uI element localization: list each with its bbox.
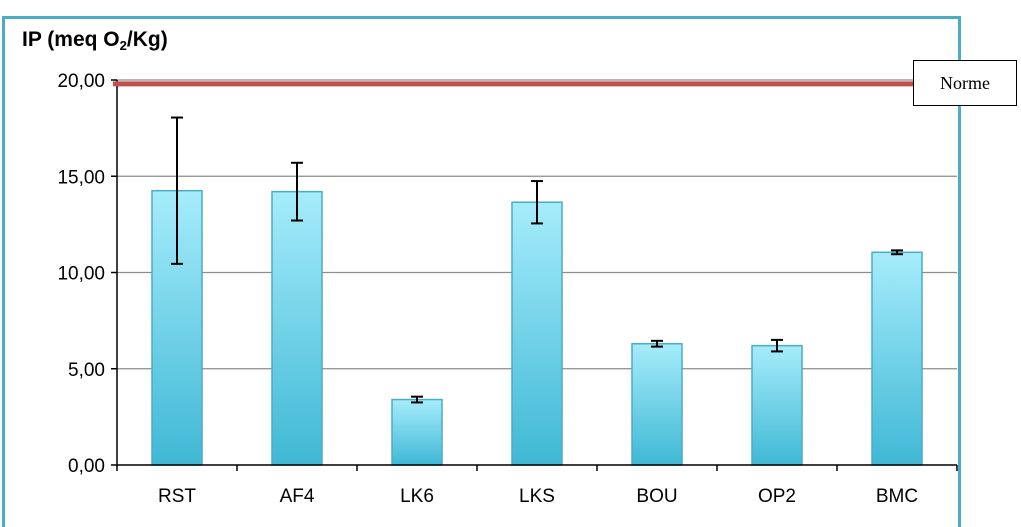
x-tick-label: OP2 [758,486,796,507]
bar-bmc [871,251,923,466]
bar-op2 [751,344,803,466]
error-bar-lks [531,180,543,225]
x-tick-label: BMC [876,486,918,507]
error-bars [171,116,903,404]
y-tick-label: 15,00 [57,167,105,188]
y-tick-label: 20,00 [57,71,105,92]
x-tick-label: LK6 [400,486,434,507]
x-tick-label: RST [158,486,196,507]
error-bar-lk6 [411,395,423,404]
bars [151,189,923,466]
y-axis-title: IP (meq O2/Kg) [22,28,168,53]
bar-lk6 [391,398,443,466]
x-tick-label: LKS [519,486,555,507]
tick-labels: 0,00 5,00 10,00 15,00 20,00 RST AF4 LK6 LKS BOU OP… [57,71,918,507]
error-bar-af4 [291,161,303,222]
y-tick-label: 5,00 [68,360,105,381]
reference-label-text: Norme [940,72,990,93]
x-tick-label: BOU [636,486,677,507]
y-tick-label: 10,00 [57,264,105,285]
bar-af4 [271,190,323,466]
error-bar-op2 [771,338,783,353]
x-tick-label: AF4 [280,486,315,507]
chart-frame [2,16,961,527]
reference-label: Norme [913,60,1017,106]
error-bar-bou [651,339,663,348]
axes [111,79,958,471]
error-bar-bmc [891,249,903,256]
y-tick-label: 0,00 [68,456,105,477]
bar-bou [631,342,683,466]
error-bar-rst [171,116,183,265]
bar-lks [511,201,563,466]
